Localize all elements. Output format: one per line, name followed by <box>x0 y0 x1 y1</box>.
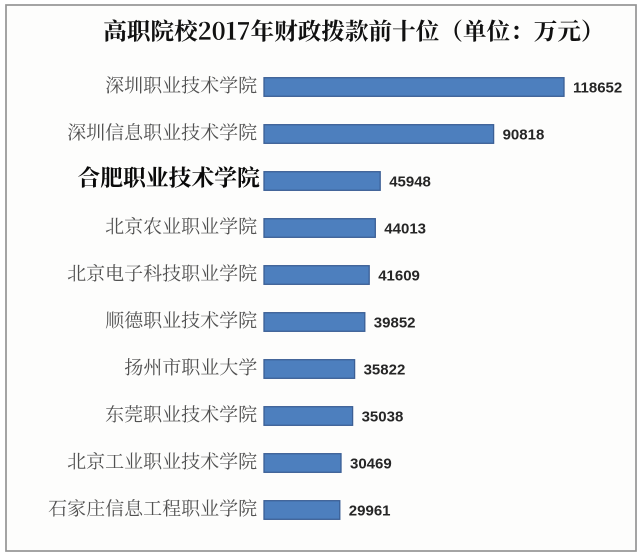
svg-text:41609: 41609 <box>378 268 420 285</box>
svg-text:29961: 29961 <box>349 503 391 520</box>
svg-text:39852: 39852 <box>374 315 416 332</box>
svg-text:90818: 90818 <box>503 127 545 144</box>
svg-text:30469: 30469 <box>350 456 392 473</box>
svg-text:35038: 35038 <box>362 409 404 426</box>
svg-text:118652: 118652 <box>573 80 622 97</box>
svg-text:45948: 45948 <box>389 174 431 191</box>
svg-text:44013: 44013 <box>384 221 426 238</box>
svg-text:35822: 35822 <box>364 362 406 379</box>
